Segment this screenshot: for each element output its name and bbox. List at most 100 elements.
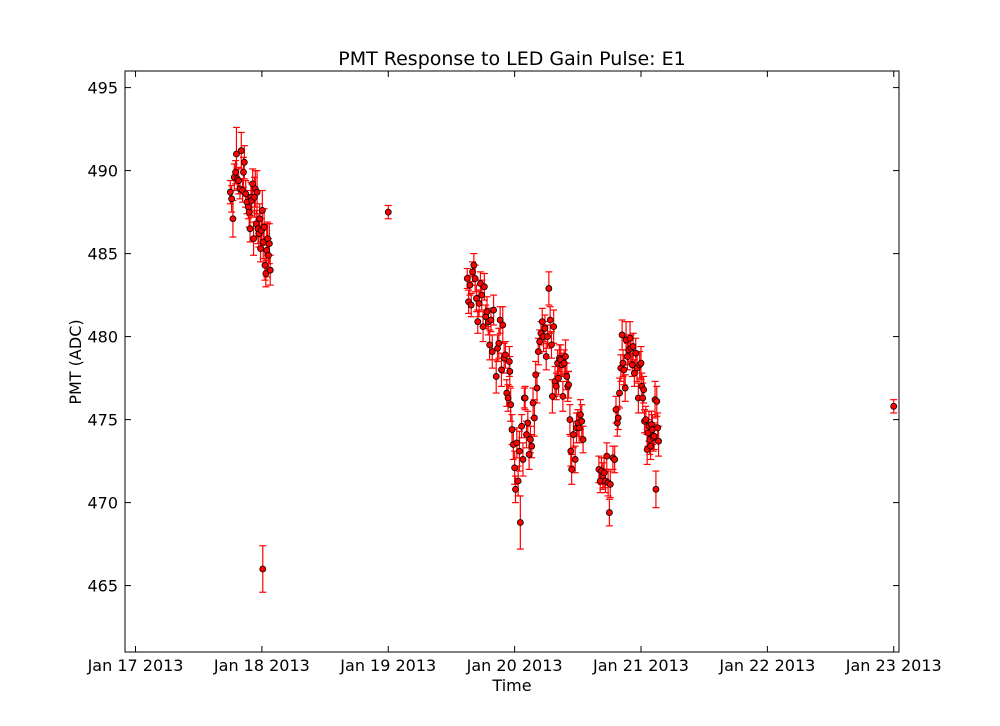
data-point [652,485,660,493]
data-point [578,417,586,425]
data-point [474,318,482,326]
data-point [504,394,512,402]
marker-layer [226,147,898,573]
chart-title: PMT Response to LED Gain Pulse: E1 [338,48,685,70]
y-tick-label: 470 [87,494,118,513]
data-point [616,389,623,397]
data-point [529,399,537,407]
data-point [478,291,486,299]
data-point [618,331,626,339]
data-point [246,225,254,233]
data-point [384,208,392,216]
y-tick-label: 485 [87,245,118,264]
data-point [563,373,571,380]
data-point [463,275,471,282]
data-point [565,381,573,389]
data-point [471,275,479,282]
data-point [258,207,266,214]
data-point [562,353,569,360]
data-point [229,215,237,223]
data-point [257,245,264,253]
data-point [266,266,274,274]
data-point [262,270,270,277]
data-point [647,442,655,450]
data-point [614,414,622,422]
data-point [513,439,521,447]
data-point [240,158,248,166]
data-point [534,348,542,355]
data-point [516,519,524,526]
data-point [523,431,530,438]
data-point [232,168,239,176]
x-tick-label: Jan 23 2013 [845,656,942,675]
data-point [628,361,636,369]
data-point [508,426,516,433]
data-point [571,456,579,463]
data-point [642,416,650,424]
data-point [261,261,269,269]
data-point [640,386,648,394]
data-point [235,177,243,184]
data-point [552,382,560,390]
data-point [538,318,546,326]
data-point [498,366,505,374]
data-point [479,323,487,331]
data-point [486,341,494,349]
data-point [245,208,253,216]
data-point [519,456,527,463]
data-point [650,432,658,440]
data-point [466,281,474,289]
data-point [548,392,556,400]
data-point [492,373,500,380]
plot-frame [124,70,900,653]
x-axis: Jan 17 2013 Jan 18 2013 Jan 19 2013 Jan 20 … [87,71,942,675]
y-tick-label: 495 [87,79,118,98]
data-point [228,195,236,203]
data-point [256,215,264,223]
y-axis: 465 470 475 480 485 490 495 [87,79,899,596]
data-point [568,465,576,473]
data-point [502,351,509,359]
data-point [253,188,261,196]
data-point [483,308,491,316]
x-axis-label: Time [491,676,531,695]
data-point [566,416,574,424]
data-point [629,343,637,350]
data-point [626,334,634,342]
y-tick-label: 475 [87,411,118,430]
data-point [600,469,608,477]
data-point [505,358,513,365]
data-point [555,374,562,382]
data-point [499,321,507,329]
data-point [560,359,568,367]
data-point [470,261,478,269]
data-point [490,306,497,314]
data-point [521,394,529,402]
data-point [611,456,619,463]
data-point [644,429,652,437]
data-point [606,480,614,488]
data-point [653,397,661,405]
data-point [480,283,488,291]
data-point [546,316,554,324]
data-point [603,452,611,460]
x-tick-label: Jan 17 2013 [87,656,184,675]
data-point [550,323,558,331]
data-point [242,190,250,198]
data-point [533,384,541,392]
y-axis-label: PMT (ADC) [66,319,85,404]
data-point [541,324,549,332]
data-point [226,188,234,196]
data-point [575,424,583,432]
data-point [475,299,483,307]
data-point [530,414,538,422]
data-point [487,316,495,324]
data-point [469,268,476,276]
data-point [512,485,519,493]
data-point [639,394,647,402]
x-tick-label: Jan 21 2013 [592,656,689,675]
data-point [579,436,587,443]
data-point [516,447,523,455]
data-point [577,411,584,419]
